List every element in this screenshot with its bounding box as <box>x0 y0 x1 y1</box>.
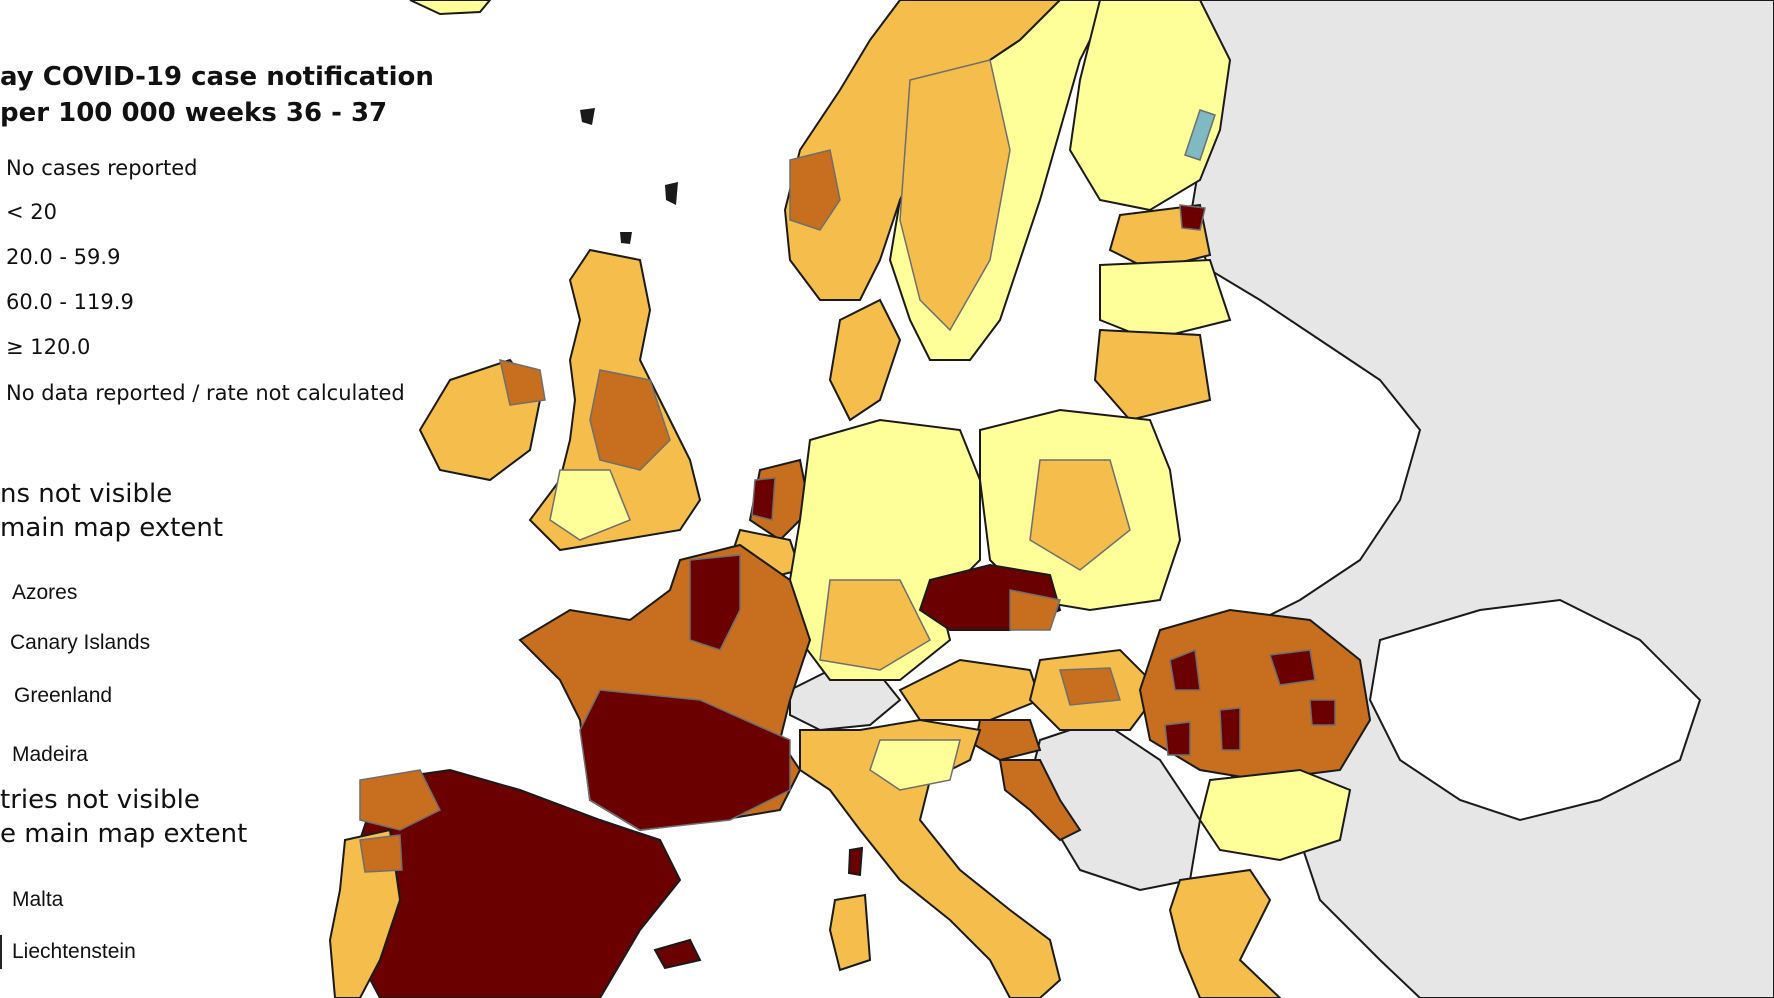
region-france-south <box>579 689 791 831</box>
region-poland-mid <box>1029 459 1131 571</box>
region-finland-east <box>1184 109 1216 161</box>
legend-20-59: 20.0 - 59.9 <box>6 245 121 269</box>
region-france-paris <box>689 554 741 651</box>
region-corsica <box>847 846 864 877</box>
region-finland <box>1068 0 1232 212</box>
inset-label-liechtenstein: Liechtenstein <box>12 940 136 963</box>
region-germany-south <box>819 579 931 671</box>
inset-label-greenland: Greenland <box>14 684 113 707</box>
region-italy-north <box>869 739 961 791</box>
island-orkney <box>620 232 632 244</box>
legend-no-cases: No cases reported <box>6 156 198 180</box>
regions-not-visible-title-1: ns not visible <box>0 479 173 509</box>
region-romania-dark-1 <box>1268 649 1316 686</box>
legend-under-20: < 20 <box>6 200 57 224</box>
island-shetland <box>665 182 678 205</box>
legend-120-plus: ≥ 120.0 <box>6 335 91 359</box>
inset-frame-liechtenstein <box>0 935 2 969</box>
region-ireland-ne <box>499 358 546 406</box>
region-balearic <box>653 938 702 970</box>
region-sweden-mid <box>899 59 1011 332</box>
map-title-line-2: per 100 000 weeks 36 - 37 <box>0 98 388 128</box>
region-estonia-dark <box>1179 204 1206 231</box>
region-netherlands-dark <box>751 477 776 521</box>
inset-label-madeira: Madeira <box>12 743 88 766</box>
region-uk-england <box>589 369 671 471</box>
island-faroe <box>580 108 595 125</box>
countries-not-visible-title-1: tries not visible <box>0 785 200 815</box>
non-eu-land-ukraine <box>1368 598 1702 822</box>
region-romania-dark-2 <box>1169 648 1201 691</box>
region-bulgaria <box>1198 768 1352 862</box>
regions-not-visible-title-2: main map extent <box>0 513 224 543</box>
countries-not-visible-title-2: e main map extent <box>0 819 248 849</box>
legend-no-data: No data reported / rate not calculated <box>6 381 405 405</box>
region-croatia <box>998 759 1082 842</box>
region-sardinia <box>828 893 872 972</box>
region-romania-dark-3 <box>1219 707 1241 751</box>
region-spain-nw <box>359 769 442 831</box>
region-portugal-north <box>359 834 403 873</box>
region-romania <box>1138 608 1372 782</box>
region-romania-dark-4 <box>1309 699 1336 726</box>
region-slovenia <box>973 719 1042 762</box>
inset-label-canary-islands: Canary Islands <box>10 631 151 654</box>
map-title-line-1: ay COVID-19 case notification <box>0 62 434 92</box>
legend-60-119: 60.0 - 119.9 <box>6 290 134 314</box>
region-top-island <box>409 0 492 16</box>
region-austria <box>898 658 1042 721</box>
region-czech-east <box>1009 589 1061 631</box>
region-italy <box>799 718 1062 998</box>
region-greece <box>1168 868 1282 998</box>
region-romania-dark-5 <box>1164 721 1191 756</box>
region-hungary-patch <box>1059 667 1121 706</box>
inset-label-malta: Malta <box>12 888 64 911</box>
region-latvia <box>1099 258 1232 342</box>
region-denmark <box>828 298 902 422</box>
region-uk-south <box>549 469 631 541</box>
region-lithuania <box>1093 328 1212 422</box>
region-norway-west <box>789 149 841 231</box>
inset-label-azores: Azores <box>12 581 78 604</box>
